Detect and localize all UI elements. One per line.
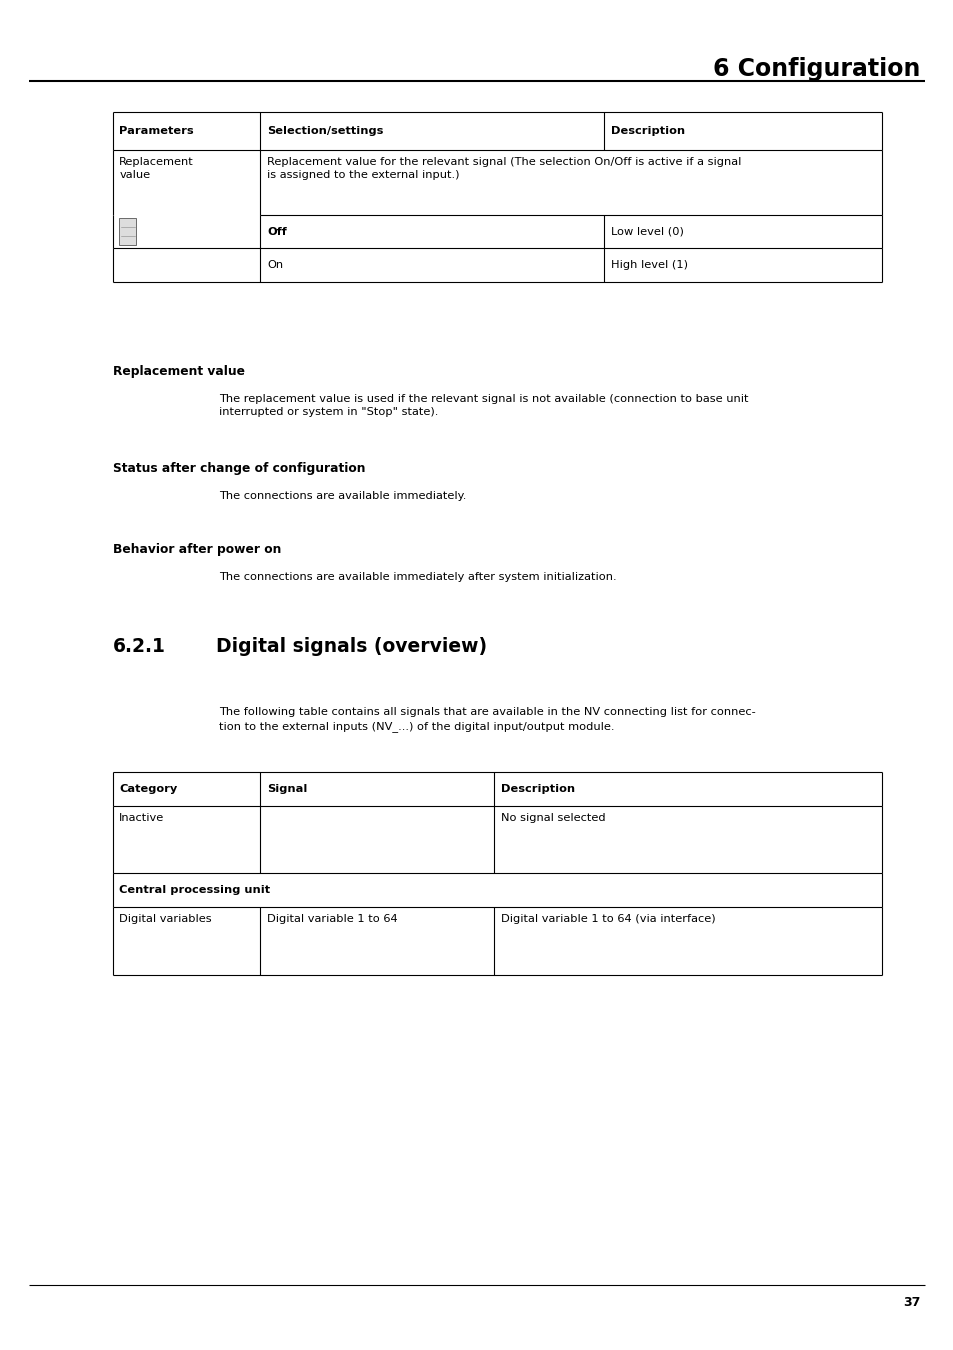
- Text: Digital variable 1 to 64 (via interface): Digital variable 1 to 64 (via interface): [500, 914, 715, 923]
- Text: 6 Configuration: 6 Configuration: [713, 57, 920, 81]
- Text: Behavior after power on: Behavior after power on: [112, 543, 280, 556]
- Text: Digital variable 1 to 64: Digital variable 1 to 64: [267, 914, 397, 923]
- Text: Parameters: Parameters: [119, 126, 193, 136]
- Text: On: On: [267, 261, 283, 270]
- Text: Selection/settings: Selection/settings: [267, 126, 383, 136]
- Text: Off: Off: [267, 227, 287, 236]
- Text: Replacement value for the relevant signal (The selection On/Off is active if a s: Replacement value for the relevant signa…: [267, 157, 740, 180]
- Text: Replacement value: Replacement value: [112, 364, 244, 378]
- Text: Status after change of configuration: Status after change of configuration: [112, 462, 365, 475]
- Text: 6.2.1: 6.2.1: [112, 637, 165, 656]
- Bar: [119, 219, 136, 246]
- Text: The connections are available immediately after system initialization.: The connections are available immediatel…: [219, 572, 617, 582]
- Text: Replacement
value: Replacement value: [119, 157, 193, 180]
- Text: The connections are available immediately.: The connections are available immediatel…: [219, 491, 466, 501]
- Text: No signal selected: No signal selected: [500, 813, 605, 822]
- Text: Signal: Signal: [267, 784, 307, 794]
- Text: Low level (0): Low level (0): [610, 227, 682, 236]
- Text: Digital signals (overview): Digital signals (overview): [215, 637, 486, 656]
- Text: Description: Description: [610, 126, 684, 136]
- Text: High level (1): High level (1): [610, 261, 687, 270]
- Text: Category: Category: [119, 784, 177, 794]
- Text: Description: Description: [500, 784, 575, 794]
- Text: Digital variables: Digital variables: [119, 914, 212, 923]
- Text: Central processing unit: Central processing unit: [119, 886, 270, 895]
- Text: The following table contains all signals that are available in the NV connecting: The following table contains all signals…: [219, 707, 756, 732]
- Text: 37: 37: [902, 1296, 920, 1310]
- Text: Inactive: Inactive: [119, 813, 164, 822]
- Text: The replacement value is used if the relevant signal is not available (connectio: The replacement value is used if the rel…: [219, 394, 748, 417]
